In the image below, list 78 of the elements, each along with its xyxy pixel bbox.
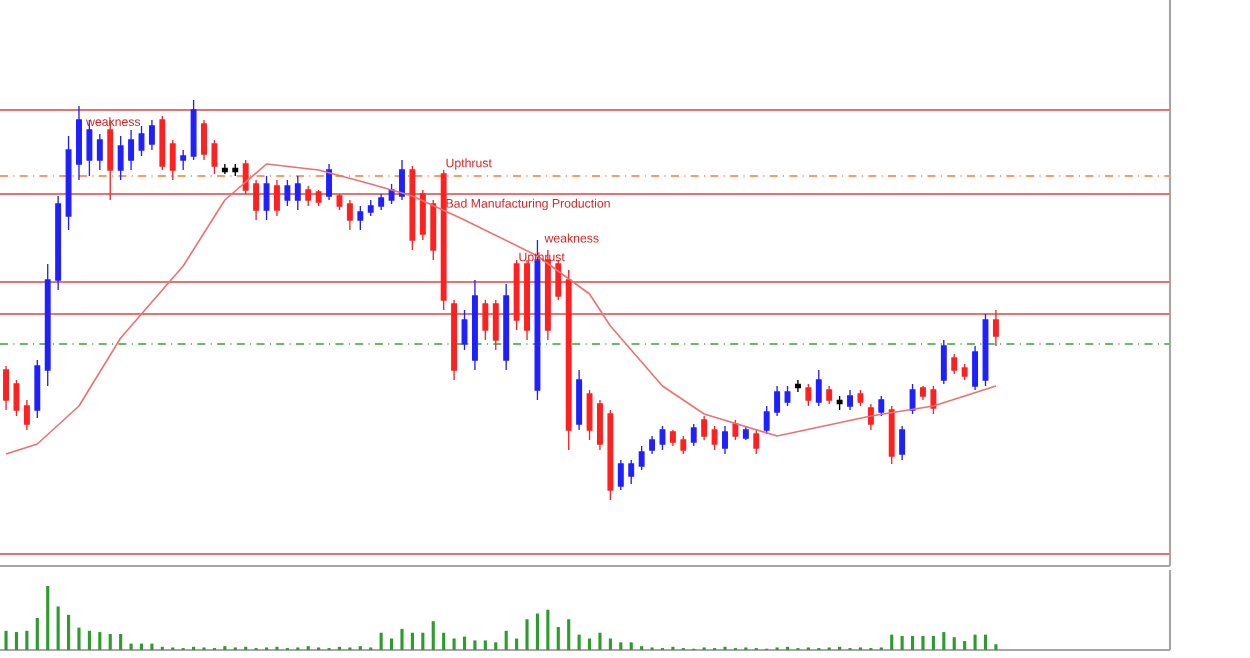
candlestick	[878, 395, 885, 417]
candlestick	[940, 339, 947, 385]
candlestick	[826, 385, 833, 405]
candlestick	[753, 429, 760, 455]
candlestick	[805, 383, 812, 407]
candlestick	[201, 119, 207, 161]
candlestick	[951, 353, 958, 375]
candlestick	[638, 445, 645, 471]
candlestick	[399, 159, 405, 201]
candlestick	[128, 129, 135, 171]
candlestick	[221, 163, 228, 175]
candlestick	[148, 119, 155, 151]
candlestick	[690, 423, 697, 447]
candlestick	[576, 369, 583, 431]
candlestick	[34, 359, 41, 419]
candlestick	[96, 133, 103, 171]
candlestick	[711, 425, 718, 451]
candlestick	[628, 459, 635, 485]
candlestick	[649, 435, 656, 455]
candlestick	[857, 389, 864, 407]
candlestick	[763, 405, 770, 435]
candlestick	[722, 425, 728, 455]
candlestick	[190, 99, 197, 161]
candlestick	[482, 299, 489, 341]
candlestick	[409, 165, 416, 251]
candlestick	[930, 385, 937, 415]
candlestick	[294, 175, 301, 211]
candlestick	[815, 369, 822, 407]
candlestick	[357, 205, 364, 231]
candlestick	[888, 405, 895, 465]
candlestick	[503, 283, 510, 371]
candlestick	[617, 459, 624, 491]
candlestick	[346, 199, 353, 231]
candlestick	[284, 179, 291, 207]
candlestick	[513, 259, 520, 331]
candlestick	[65, 135, 72, 231]
candlestick	[23, 399, 30, 431]
candlestick	[326, 163, 333, 201]
candlestick	[315, 189, 322, 207]
candlestick	[3, 365, 10, 411]
candlestick	[242, 159, 249, 195]
candlestick	[794, 379, 801, 393]
candlestick	[419, 189, 426, 241]
candlestick	[180, 149, 187, 171]
candlestick	[565, 269, 572, 451]
candlestick	[273, 179, 280, 217]
candlestick	[451, 299, 458, 381]
candlestick	[597, 399, 603, 451]
candlestick	[430, 199, 437, 261]
candlestick	[680, 435, 687, 455]
candlestick	[701, 415, 708, 441]
candlestick	[909, 383, 916, 415]
candlestick	[961, 363, 968, 381]
candlestick	[492, 299, 499, 351]
candlestick	[76, 105, 82, 181]
candlestick	[992, 309, 999, 347]
candlestick	[159, 115, 166, 171]
candlestick	[305, 185, 312, 207]
candlestick	[669, 429, 676, 447]
candlestick	[169, 139, 176, 181]
candlestick	[55, 195, 62, 291]
candlestick	[899, 425, 906, 461]
candlestick	[920, 385, 926, 401]
candlestick	[471, 279, 478, 371]
candlestick	[586, 389, 593, 441]
candlestick	[607, 409, 614, 501]
candlestick	[378, 193, 385, 211]
candlestick	[742, 425, 749, 441]
candlestick	[211, 139, 218, 175]
candlestick	[847, 389, 853, 411]
candlestick	[440, 169, 447, 311]
candlestick	[367, 199, 374, 217]
candlestick	[253, 179, 260, 221]
candlestick	[972, 345, 979, 391]
candlestick	[732, 419, 739, 441]
candlestick	[774, 385, 781, 417]
candlestick	[44, 263, 51, 387]
candlestick	[117, 135, 124, 181]
